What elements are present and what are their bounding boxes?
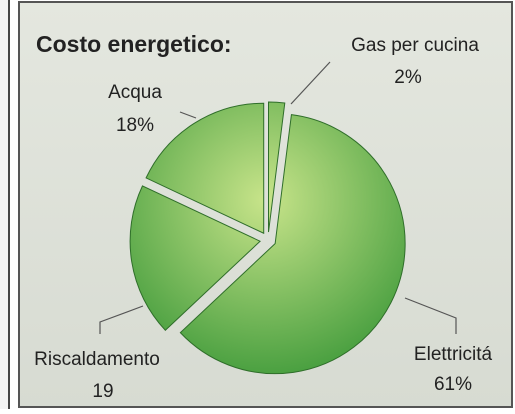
value-label: 18%: [116, 115, 154, 136]
side-strip: [0, 0, 9, 409]
chart-title: Costo energetico:: [36, 31, 232, 57]
pie: [129, 101, 406, 375]
value-label: 2%: [394, 67, 422, 88]
category-label: Gas per cucina: [351, 35, 479, 56]
category-label: Riscaldamento: [34, 349, 160, 370]
value-label: 61%: [434, 374, 472, 395]
value-label: 19: [92, 381, 113, 402]
leader-lines: [99, 61, 457, 334]
pie-slice: [179, 114, 406, 375]
pie-slice: [268, 101, 286, 233]
category-label: Acqua: [108, 82, 162, 103]
pie-slice: [129, 185, 261, 331]
category-label: Elettricitá: [414, 344, 493, 365]
pie-slice: [145, 102, 265, 235]
panel: [18, 1, 513, 408]
